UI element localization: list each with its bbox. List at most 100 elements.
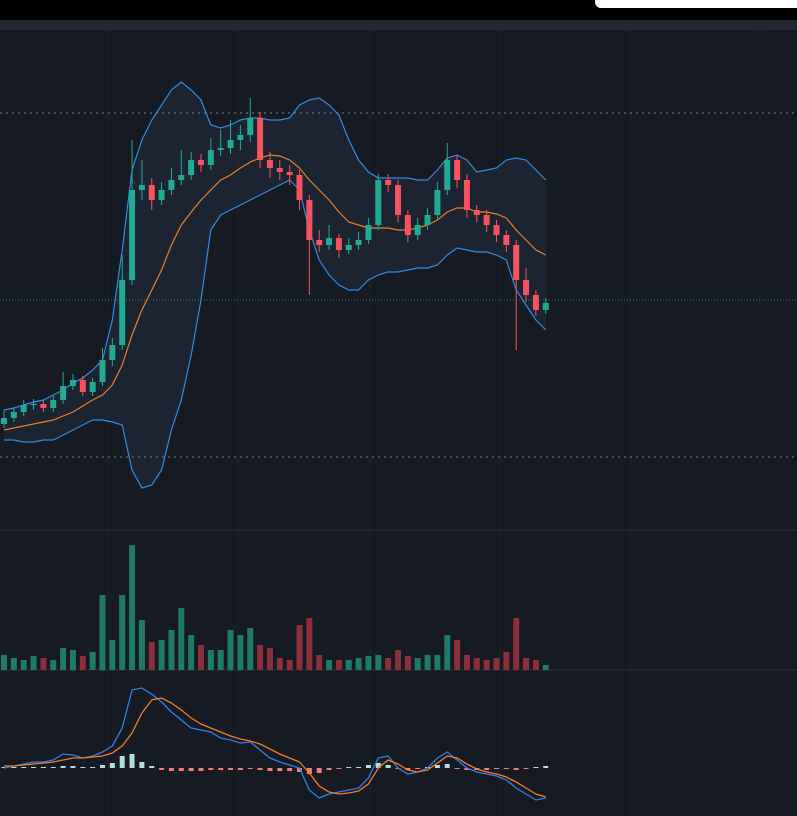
candle-body: [188, 160, 195, 175]
macd-hist: [533, 767, 539, 768]
candle-body: [404, 215, 411, 235]
macd-hist: [277, 768, 283, 771]
macd-hist: [267, 768, 273, 771]
candle-body: [424, 215, 431, 225]
macd-hist: [208, 768, 214, 770]
search-box[interactable]: [595, 0, 797, 8]
candle-body: [99, 360, 106, 382]
signal-line: [4, 697, 546, 798]
candle-body: [20, 405, 27, 412]
candle-body: [542, 303, 549, 310]
volume-bar: [306, 618, 313, 670]
macd-hist: [129, 754, 135, 768]
macd-hist: [365, 765, 371, 768]
volume-bar: [158, 640, 165, 670]
candle-body: [306, 200, 313, 240]
candle-body: [10, 412, 17, 418]
band-upper: [3, 81, 547, 411]
volume-bar: [395, 650, 401, 670]
candle-body: [148, 185, 155, 200]
grid: [107, 30, 761, 816]
macd-hist: [444, 764, 450, 768]
volume-bar: [89, 652, 96, 670]
candle-body: [207, 150, 214, 165]
candle-body: [257, 118, 264, 160]
candle-body: [79, 380, 86, 392]
candle-body: [40, 404, 47, 408]
macd-hist: [257, 768, 263, 770]
macd-hist: [375, 763, 381, 768]
volume-bar: [109, 640, 116, 670]
macd-hist: [494, 768, 499, 769]
volume-bar: [227, 630, 234, 670]
volume-bar: [286, 660, 293, 670]
macd-hist: [50, 767, 56, 768]
volume-bar: [345, 660, 352, 670]
macd-hist: [198, 768, 204, 771]
volume-bar: [375, 655, 382, 670]
volume-bar: [237, 635, 244, 670]
macd-hist: [464, 768, 470, 770]
candle-body: [463, 180, 470, 210]
volume-bar: [483, 660, 490, 670]
candle-body: [483, 215, 490, 225]
volume-bar: [326, 660, 333, 670]
candle-body: [247, 118, 254, 135]
volume-bar: [60, 648, 67, 670]
volume-bar: [257, 645, 264, 670]
candle-body: [335, 238, 342, 250]
macd-hist: [316, 768, 322, 773]
macd-hist: [228, 768, 234, 770]
candle-body: [168, 180, 175, 190]
candle-body: [119, 280, 126, 345]
volume-bar: [513, 618, 520, 670]
candle-body: [493, 225, 500, 235]
candle-body: [129, 190, 136, 280]
candle-body: [473, 210, 480, 215]
macd-hist: [109, 763, 115, 768]
macd-hist: [237, 768, 243, 770]
macd-hist: [60, 766, 66, 768]
volume-bar: [444, 635, 451, 670]
candle-body: [296, 175, 303, 200]
volume-bar: [178, 608, 185, 670]
volume-bar: [523, 658, 530, 670]
macd-hist: [21, 767, 27, 768]
macd-hist: [168, 768, 174, 771]
volume-bar: [99, 595, 106, 670]
candle-body: [69, 380, 76, 386]
macd-hist: [31, 767, 37, 768]
macd-hist: [119, 756, 125, 768]
candle-body: [89, 382, 96, 392]
volume-bar: [335, 660, 342, 670]
macd-hist: [405, 768, 411, 770]
candle-body: [316, 240, 323, 245]
band-lower: [4, 179, 547, 489]
candle-body: [158, 190, 165, 200]
candle-body: [326, 238, 333, 245]
macd-hist: [297, 768, 302, 772]
macd-hist: [90, 767, 96, 768]
volume-bar: [296, 625, 303, 670]
macd-hist: [385, 765, 391, 768]
volume-bar: [463, 655, 470, 670]
macd-hist: [543, 766, 549, 768]
volume-bar: [119, 595, 126, 670]
macd-hist: [100, 765, 105, 768]
volume-bar: [414, 658, 421, 670]
candle-body: [286, 172, 293, 175]
macd-hist: [247, 768, 253, 769]
candle-body: [266, 160, 273, 168]
volume-bar: [50, 660, 57, 670]
band-fill: [4, 82, 546, 488]
macd-hist: [523, 768, 529, 769]
volume-bar: [365, 656, 372, 670]
candle-body: [375, 180, 382, 225]
volume-bar: [355, 658, 362, 670]
volume-bar: [138, 620, 145, 670]
volume-bar: [404, 656, 411, 670]
volume-bar: [247, 628, 254, 670]
macd-hist: [484, 768, 490, 770]
volume-bar: [207, 650, 214, 670]
